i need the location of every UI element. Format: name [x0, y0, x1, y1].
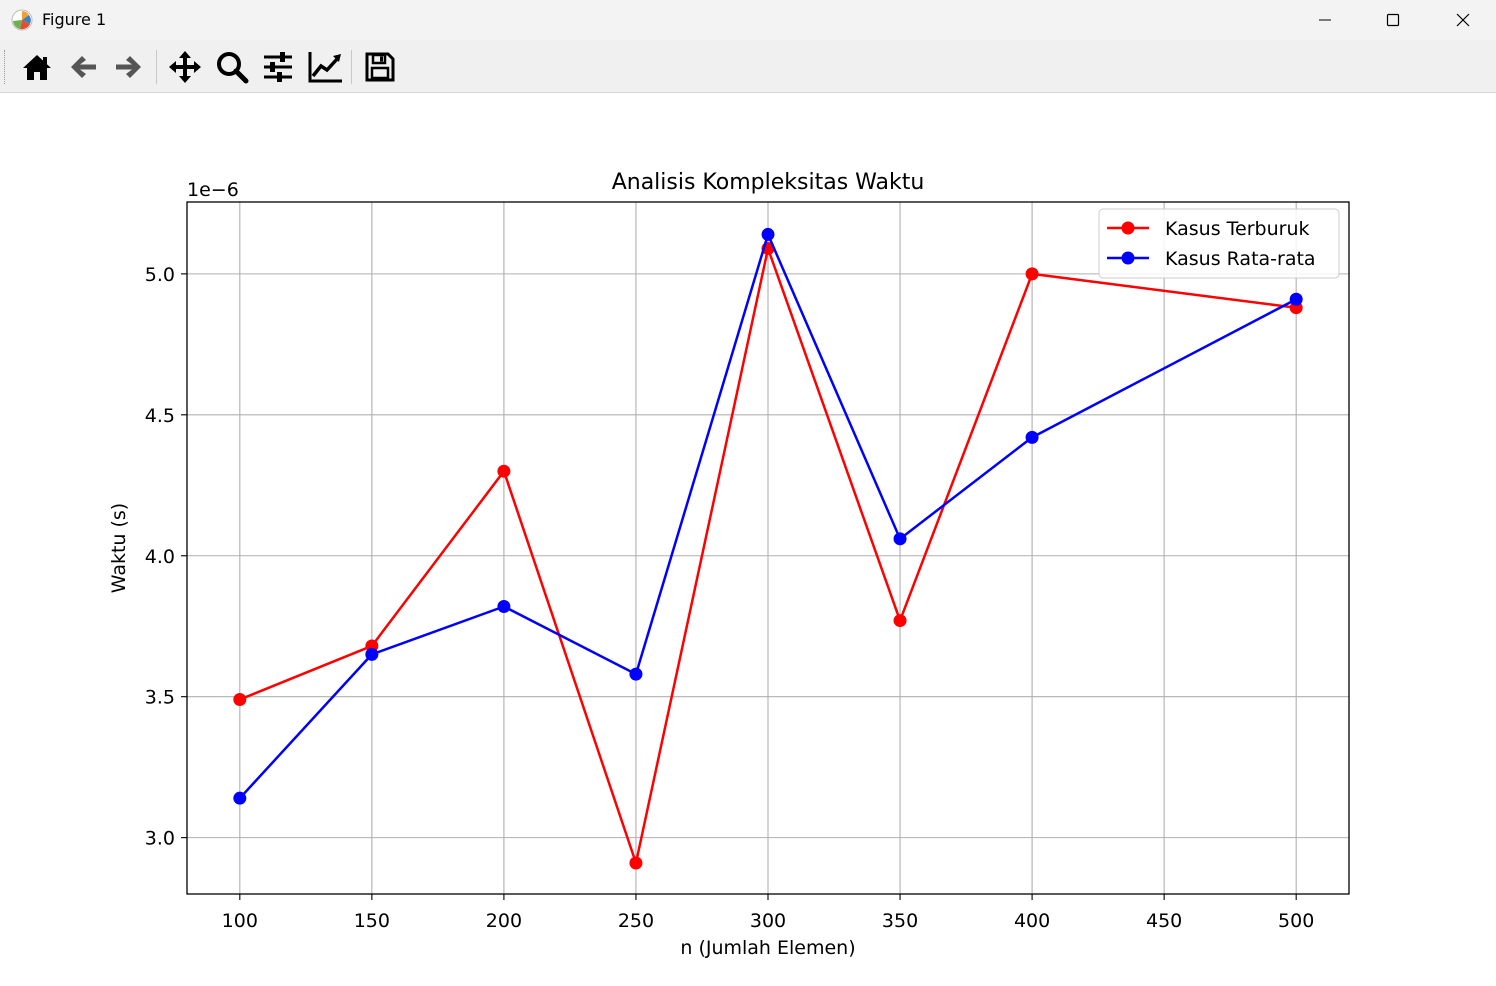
legend-box [1098, 208, 1340, 279]
series-1-marker [1025, 267, 1039, 281]
configure-subplots-button[interactable] [258, 48, 298, 86]
series-line-1 [239, 247, 1297, 865]
series-1-marker [893, 614, 907, 628]
series-2-marker [233, 791, 247, 805]
series-1-marker [233, 693, 247, 707]
forward-arrow-icon [116, 56, 141, 78]
toolbar-separator [156, 50, 157, 84]
legend: Kasus Terburuk Kasus Rata-rata [1098, 208, 1340, 279]
grid [187, 202, 1349, 894]
x-tick-label: 450 [1146, 910, 1182, 932]
y-tick-label: 4.0 [145, 546, 175, 568]
back-button[interactable] [63, 48, 103, 86]
legend-marker [1121, 251, 1135, 265]
back-arrow-icon [71, 56, 96, 78]
axis-ticks: 100 150 200 250 300 350 400 450 500 3.0 3.5 4.0 4.5 5… [145, 264, 1315, 932]
y-tick-label: 3.0 [145, 828, 175, 850]
close-button[interactable] [1428, 0, 1496, 40]
x-tick-label: 250 [618, 910, 654, 932]
minimize-icon [1319, 19, 1331, 21]
matplotlib-logo-icon [11, 9, 33, 31]
plot-lines [233, 227, 1303, 870]
series-2-marker [365, 647, 379, 661]
forward-button[interactable] [109, 48, 149, 86]
toolbar-separator [351, 50, 352, 84]
toolbar-grip [4, 50, 7, 84]
window-titlebar: Figure 1 [0, 0, 1496, 40]
legend-marker [1121, 221, 1135, 235]
edit-axis-icon [308, 52, 342, 83]
series-2-marker [1289, 292, 1303, 306]
series-2-marker [629, 667, 643, 681]
y-tick-label: 3.5 [145, 687, 175, 709]
x-tick-label: 300 [750, 910, 786, 932]
edit-axis-button[interactable] [305, 48, 345, 86]
y-tick-label: 5.0 [145, 264, 175, 286]
x-tick-label: 350 [882, 910, 918, 932]
home-button[interactable] [17, 48, 57, 86]
pan-icon [169, 51, 201, 83]
series-1-marker [629, 856, 643, 870]
minimize-button[interactable] [1290, 0, 1360, 40]
maximize-button[interactable] [1358, 0, 1428, 40]
legend-entry-label: Kasus Terburuk [1165, 218, 1310, 240]
close-icon [1456, 13, 1470, 27]
y-offset-label: 1e−6 [187, 179, 239, 201]
zoom-icon [217, 52, 249, 84]
zoom-button[interactable] [212, 48, 252, 86]
x-tick-label: 400 [1014, 910, 1050, 932]
home-icon [23, 55, 51, 80]
series-2-marker [497, 599, 511, 613]
x-tick-label: 500 [1278, 910, 1314, 932]
pan-button[interactable] [165, 48, 205, 86]
save-button[interactable] [360, 48, 400, 86]
series-2-marker [893, 532, 907, 546]
series-1-marker [497, 464, 511, 478]
x-tick-label: 150 [354, 910, 390, 932]
x-tick-label: 200 [486, 910, 522, 932]
series-2-marker [761, 227, 775, 241]
series-line-2 [238, 233, 1297, 800]
save-icon [365, 52, 395, 82]
configure-subplots-icon [264, 52, 292, 82]
window-title: Figure 1 [42, 10, 107, 29]
x-tick-label: 100 [222, 910, 258, 932]
navigation-toolbar [0, 40, 1496, 93]
maximize-icon [1386, 13, 1400, 27]
x-axis-label: n (Jumlah Elemen) [680, 937, 855, 959]
chart-title: Analisis Kompleksitas Waktu [612, 170, 925, 195]
y-tick-label: 4.5 [145, 405, 175, 427]
legend-entry-label: Kasus Rata-rata [1165, 248, 1316, 270]
series-2-marker [1025, 430, 1039, 444]
y-axis-label: Waktu (s) [108, 503, 130, 593]
figure-canvas: 100 150 200 250 300 350 400 450 500 3.0 3.5 4.0 4.5 5… [108, 170, 1350, 959]
